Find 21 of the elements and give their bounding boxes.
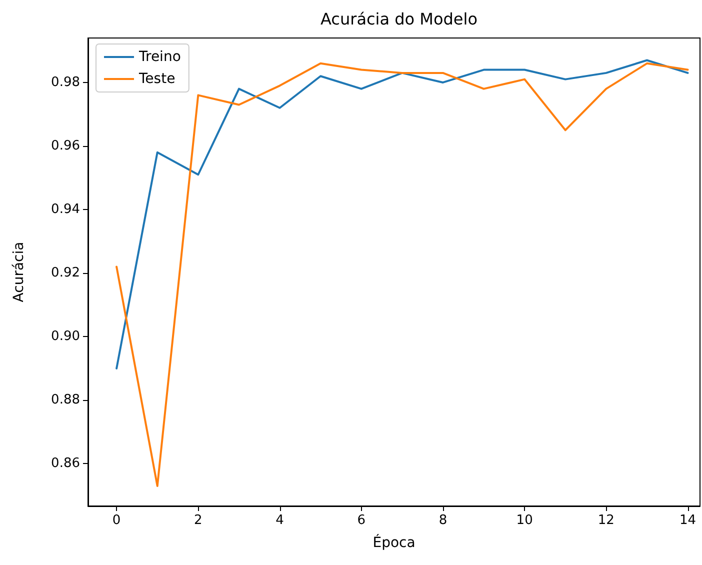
y-tick-label: 0.98 xyxy=(51,74,80,90)
y-tick-label: 0.90 xyxy=(51,329,80,344)
y-axis-title: Acurácia xyxy=(11,242,27,302)
x-axis-title: Época xyxy=(372,534,416,551)
line-series xyxy=(116,62,689,487)
x-tick-label: 12 xyxy=(598,513,614,528)
legend-label: Teste xyxy=(138,71,176,87)
x-tick-label: 6 xyxy=(357,513,366,528)
x-tick-label: 10 xyxy=(516,513,533,528)
chart-title: Acurácia do Modelo xyxy=(320,10,478,28)
y-tick-label: 0.92 xyxy=(51,266,80,281)
x-tick-label: 8 xyxy=(438,513,448,528)
x-tick-label: 0 xyxy=(112,513,121,528)
x-tick-label: 2 xyxy=(194,513,202,528)
x-tick-label: 14 xyxy=(679,513,696,528)
y-tick-label: 0.86 xyxy=(51,456,80,472)
y-tick-label: 0.96 xyxy=(51,138,80,154)
x-tick-label: 4 xyxy=(276,513,284,528)
legend-label: Treino xyxy=(138,49,181,65)
y-tick-label: 0.88 xyxy=(51,392,80,408)
y-tick-label: 0.94 xyxy=(51,202,80,218)
